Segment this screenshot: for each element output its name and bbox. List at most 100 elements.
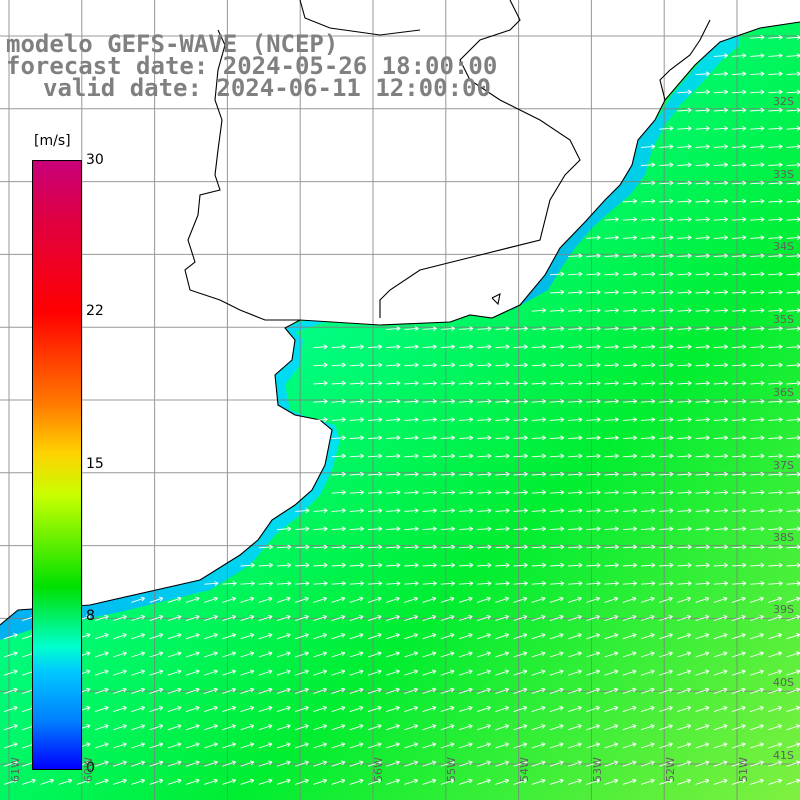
- wind-arrow: [513, 526, 528, 532]
- wind-arrow: [495, 760, 510, 767]
- wind-arrow: [204, 633, 218, 640]
- wind-arrow: [549, 760, 564, 767]
- wind-arrow: [695, 633, 710, 640]
- wind-arrow: [513, 344, 528, 350]
- wind-arrow: [495, 362, 510, 368]
- wind-arrow: [604, 705, 619, 713]
- wind-arrow: [477, 362, 492, 368]
- wind-arrow: [750, 144, 765, 150]
- wind-arrow: [622, 687, 637, 694]
- wind-arrow: [695, 614, 710, 622]
- wind-arrow: [204, 705, 218, 713]
- wind-arrow: [768, 89, 783, 95]
- wind-arrow: [386, 435, 401, 441]
- wind-arrow: [113, 778, 127, 785]
- wind-arrow: [677, 162, 692, 168]
- wind-arrow: [531, 453, 547, 459]
- wind-arrow: [240, 669, 255, 676]
- wind-arrow: [113, 651, 127, 658]
- colorbar-tick-30: 30: [86, 152, 104, 168]
- wind-arrow: [713, 217, 729, 222]
- wind-arrow: [695, 417, 710, 423]
- wind-arrow: [513, 508, 528, 514]
- wind-arrow: [349, 508, 365, 514]
- wind-arrow: [276, 526, 292, 532]
- wind-arrow: [622, 253, 638, 259]
- wind-arrow: [622, 760, 637, 767]
- wind-arrow: [549, 614, 564, 622]
- wind-arrow: [750, 362, 765, 368]
- wind-arrow: [586, 308, 601, 313]
- wind-arrow: [349, 724, 364, 731]
- wind-arrow: [677, 724, 692, 731]
- wind-arrow: [713, 144, 729, 150]
- wind-arrow: [677, 180, 692, 186]
- wind-arrow: [313, 544, 328, 550]
- wind-arrow: [404, 453, 419, 459]
- wind-arrow: [695, 705, 710, 713]
- wind-arrow: [786, 596, 800, 603]
- wind-arrow: [677, 289, 692, 295]
- wind-arrow: [458, 669, 473, 676]
- wind-arrow: [349, 562, 365, 568]
- wind-arrow: [586, 344, 601, 350]
- wind-arrow: [422, 380, 437, 386]
- wind-arrow: [622, 778, 637, 785]
- wind-arrow: [677, 217, 692, 222]
- wind-arrow: [549, 687, 564, 694]
- wind-arrow: [568, 651, 582, 658]
- wind-arrow: [768, 417, 783, 423]
- wind-arrow: [586, 544, 601, 550]
- wind-arrow: [331, 380, 346, 386]
- wind-arrow: [386, 724, 400, 731]
- wind-arrow: [786, 651, 800, 658]
- wind-arrow: [495, 778, 510, 785]
- wind-arrow: [367, 705, 382, 713]
- wind-arrow: [640, 235, 656, 241]
- lat-label: 36S: [773, 386, 794, 399]
- wind-arrow: [568, 362, 583, 368]
- wind-arrow: [131, 760, 146, 767]
- wind-arrow: [531, 308, 547, 313]
- wind-arrow: [640, 508, 656, 514]
- wind-arrow: [713, 633, 728, 640]
- wind-arrow: [640, 180, 656, 186]
- wind-arrow: [531, 614, 546, 622]
- wind-arrow: [495, 453, 510, 459]
- wind-arrow: [149, 742, 164, 749]
- wind-arrow: [731, 562, 747, 568]
- wind-arrow: [713, 581, 729, 586]
- wind-arrow: [750, 271, 765, 277]
- wind-arrow: [495, 724, 510, 731]
- wind-arrow: [495, 526, 510, 532]
- wind-arrow: [477, 760, 491, 767]
- wind-arrow: [477, 581, 492, 586]
- wind-arrow: [750, 544, 765, 550]
- wind-arrow: [222, 596, 237, 603]
- wind-arrow: [768, 742, 783, 749]
- wind-arrow: [3, 705, 18, 713]
- wind-arrow: [713, 687, 728, 694]
- wind-arrow: [458, 453, 474, 459]
- wind-arrow: [313, 724, 328, 731]
- wind-arrow: [422, 326, 437, 332]
- wind-arrow: [331, 705, 346, 713]
- wind-arrow: [677, 471, 692, 477]
- wind-arrow: [604, 380, 619, 386]
- wind-arrow: [731, 344, 747, 350]
- wind-arrow: [640, 344, 656, 350]
- wind-arrow: [458, 581, 474, 586]
- wind-arrow: [586, 508, 601, 514]
- wind-arrow: [367, 581, 383, 586]
- wind-arrow: [622, 724, 637, 731]
- wind-arrow: [677, 453, 692, 459]
- wind-arrow: [513, 742, 528, 749]
- wind-arrow: [713, 308, 729, 313]
- wind-arrow: [677, 380, 692, 386]
- wind-arrow: [768, 289, 783, 295]
- wind-arrow: [659, 581, 674, 586]
- wind-arrow: [750, 308, 765, 313]
- wind-arrow: [713, 253, 729, 259]
- wind-arrow: [495, 399, 510, 404]
- wind-arrow: [586, 687, 601, 694]
